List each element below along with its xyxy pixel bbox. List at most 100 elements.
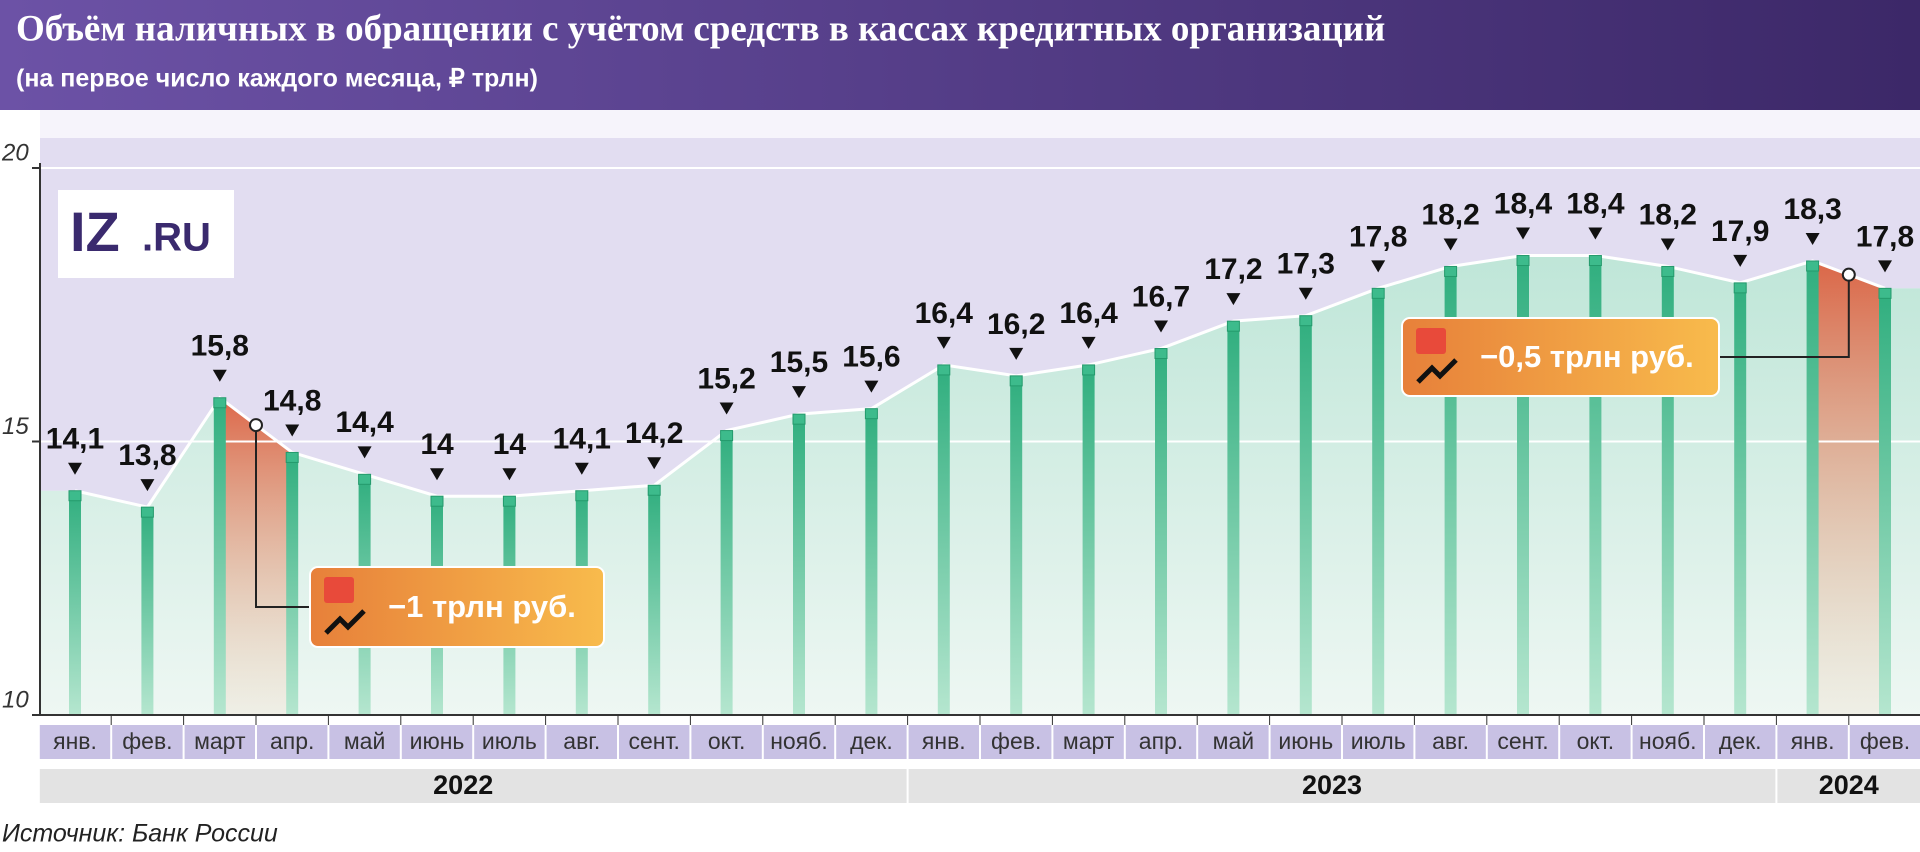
bar-cap	[1154, 348, 1168, 360]
label-pointer	[357, 446, 372, 459]
x-tick-label: апр.	[1139, 728, 1183, 754]
bar-cap	[1588, 255, 1602, 267]
value-label: 14,1	[553, 423, 611, 456]
label-pointer	[1009, 347, 1024, 360]
x-tick-label: март	[1063, 728, 1115, 754]
x-tick-label: фев.	[991, 728, 1041, 754]
x-tick-label: фев.	[1860, 728, 1910, 754]
label-pointer	[792, 386, 806, 399]
month-cell	[1777, 725, 1848, 759]
bar-cap	[647, 484, 661, 496]
bar	[1155, 348, 1167, 715]
label-pointer	[1660, 238, 1675, 251]
x-tick-label: июнь	[1278, 728, 1333, 754]
bar-cap	[1516, 255, 1530, 267]
value-label: 17,9	[1711, 215, 1769, 248]
x-tick-label: март	[194, 728, 246, 754]
logo-main: IZ	[70, 200, 120, 263]
bar	[1372, 288, 1385, 715]
value-label: 18,2	[1421, 198, 1479, 231]
x-tick-label: дек.	[1719, 728, 1762, 754]
bar-cap	[1082, 364, 1096, 376]
y-tick-label: 20	[1, 139, 29, 166]
value-label: 15,8	[191, 330, 249, 363]
x-tick-label: фев.	[122, 728, 172, 754]
bar	[1806, 260, 1819, 715]
trend-line	[74, 254, 1886, 509]
value-label: 16,2	[987, 308, 1045, 341]
bar-cap	[1806, 260, 1820, 272]
x-tick-label: апр.	[270, 728, 314, 754]
value-label: 16,4	[915, 297, 974, 330]
value-label: 17,8	[1856, 220, 1914, 253]
month-cell	[908, 725, 979, 759]
title: Объём наличных в обращении с учётом сред…	[16, 8, 1385, 49]
bar-cap	[575, 490, 589, 502]
value-label: 17,8	[1349, 220, 1407, 253]
month-cell	[474, 725, 545, 759]
x-tick-label: июль	[1351, 728, 1406, 754]
value-label: 18,2	[1639, 198, 1697, 231]
label-pointer	[647, 457, 662, 470]
month-cell	[691, 725, 762, 759]
value-label: 17,3	[1277, 248, 1335, 281]
logo-suffix: .RU	[142, 216, 211, 260]
bar	[1082, 364, 1095, 715]
bar-cap	[864, 408, 878, 420]
x-tick-label: окт.	[708, 728, 746, 754]
bar	[937, 364, 950, 715]
month-cell	[1198, 725, 1269, 759]
bar	[1010, 375, 1023, 715]
bar	[141, 507, 154, 715]
callout-icon-bg	[1416, 328, 1446, 354]
label-pointer	[1081, 336, 1096, 349]
year-label: 2024	[1819, 770, 1879, 800]
label-pointer	[1733, 254, 1748, 267]
callout-text: −1 трлн руб.	[388, 589, 576, 624]
value-label: 18,4	[1566, 187, 1625, 220]
value-label: 15,6	[842, 341, 900, 374]
value-label: 16,7	[1132, 280, 1190, 313]
month-cell	[329, 725, 400, 759]
callout-anchor	[249, 418, 263, 433]
month-cell	[401, 725, 473, 759]
x-tick-label: янв.	[53, 728, 97, 754]
x-tick-label: сент.	[629, 728, 680, 754]
year-cell	[1777, 769, 1920, 803]
year-cell	[908, 769, 1776, 803]
callout-box	[309, 566, 605, 648]
label-pointer	[212, 369, 227, 382]
bar-cap	[140, 506, 154, 518]
label-pointer	[68, 462, 82, 475]
bar	[1734, 282, 1747, 715]
month-cell	[1270, 725, 1341, 759]
x-tick-label: нояб.	[1639, 728, 1697, 754]
label-pointer	[285, 424, 300, 437]
year-label: 2022	[433, 770, 493, 800]
year-label: 2023	[1302, 770, 1362, 800]
callout-icon-arrow	[324, 609, 366, 635]
bar-cap	[720, 430, 734, 442]
bar	[865, 408, 878, 715]
bar-cap	[1733, 282, 1747, 294]
bar-cap	[1878, 287, 1892, 299]
callout-connector	[1719, 274, 1850, 358]
x-tick-label: дек.	[850, 728, 893, 754]
x-tick-label: июнь	[410, 728, 465, 754]
value-label: 16,4	[1059, 297, 1118, 330]
decline-highlight	[1812, 260, 1885, 715]
month-cell	[39, 725, 111, 759]
month-cell	[619, 725, 690, 759]
month-cell	[257, 725, 328, 759]
header-band	[0, 0, 1920, 110]
month-cell	[1343, 725, 1414, 759]
bar	[1879, 288, 1891, 715]
value-label: 14,8	[263, 384, 321, 417]
label-pointer	[140, 479, 155, 492]
x-tick-label: окт.	[1577, 728, 1615, 754]
label-pointer	[1443, 238, 1458, 251]
month-cell	[1632, 725, 1703, 759]
bar	[1227, 321, 1240, 715]
x-tick-label: май	[1213, 728, 1254, 754]
